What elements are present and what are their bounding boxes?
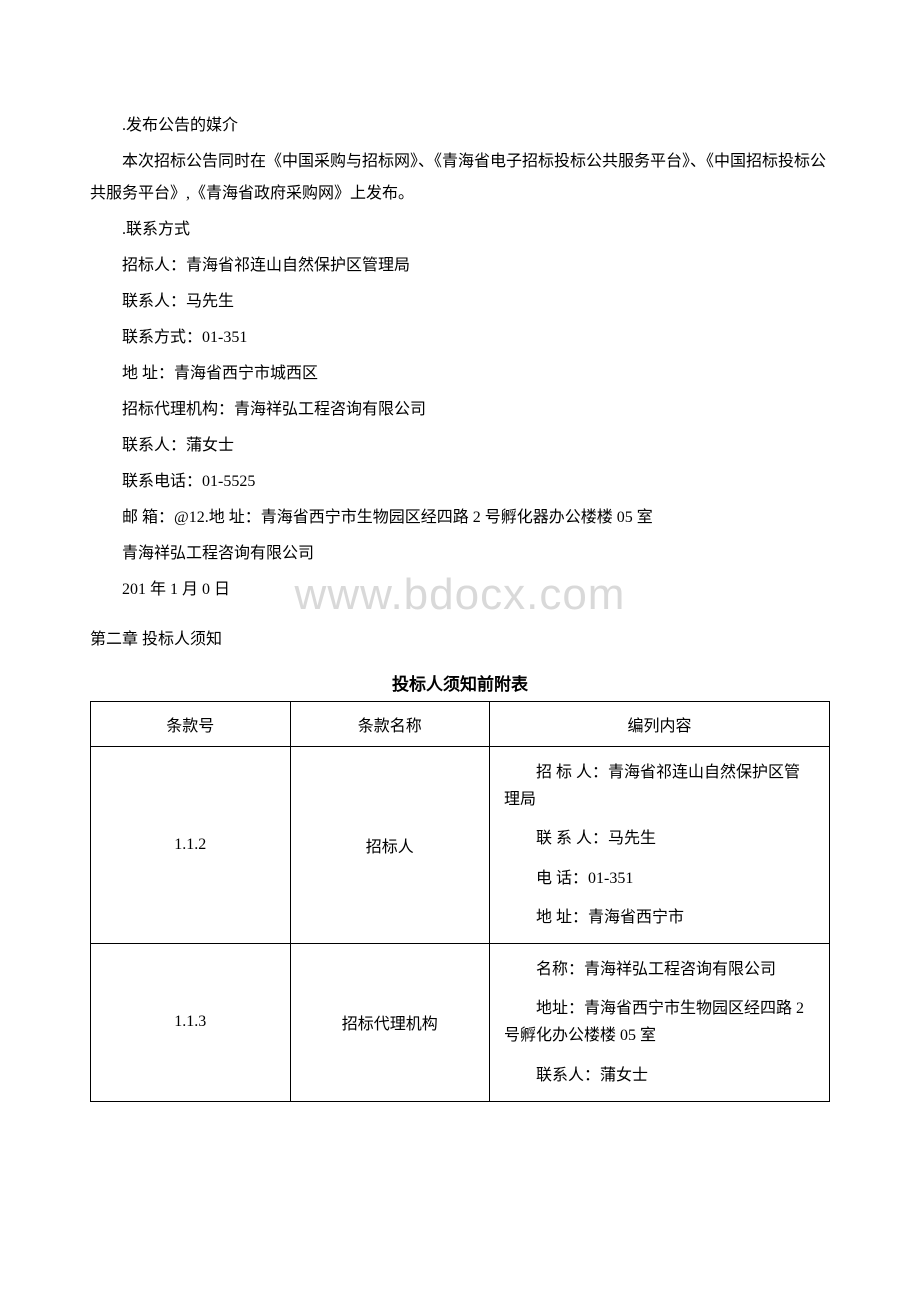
contact-line: 招标人：青海省祁连山自然保护区管理局: [90, 250, 830, 282]
table-header: 条款名称: [290, 702, 490, 747]
document-content: .发布公告的媒介 本次招标公告同时在《中国采购与招标网》、《青海省电子招标投标公…: [90, 110, 830, 1102]
media-body: 本次招标公告同时在《中国采购与招标网》、《青海省电子招标投标公共服务平台》、《中…: [90, 146, 830, 210]
cell-line: 招 标 人：青海省祁连山自然保护区管理局: [504, 759, 815, 813]
cell-line: 联系人：蒲女士: [504, 1062, 815, 1089]
media-heading: .发布公告的媒介: [90, 110, 830, 142]
table-header: 编列内容: [490, 702, 830, 747]
cell-line: 联 系 人：马先生: [504, 825, 815, 852]
cell-line: 地址：青海省西宁市生物园区经四路 2 号孵化办公楼楼 05 室: [504, 995, 815, 1049]
contact-line: 青海祥弘工程咨询有限公司: [90, 538, 830, 570]
contact-line: 联系方式：01-351: [90, 322, 830, 354]
clause-content: 招 标 人：青海省祁连山自然保护区管理局 联 系 人：马先生 电 话：01-35…: [490, 747, 830, 944]
table-row: 1.1.3 招标代理机构 名称：青海祥弘工程咨询有限公司 地址：青海省西宁市生物…: [91, 943, 830, 1101]
clause-content: 名称：青海祥弘工程咨询有限公司 地址：青海省西宁市生物园区经四路 2 号孵化办公…: [490, 943, 830, 1101]
clause-name: 招标人: [290, 747, 490, 944]
contact-line: 地 址：青海省西宁市城西区: [90, 358, 830, 390]
cell-line: 名称：青海祥弘工程咨询有限公司: [504, 956, 815, 983]
chapter2-heading: 第二章 投标人须知: [90, 624, 830, 656]
contact-line: 招标代理机构：青海祥弘工程咨询有限公司: [90, 394, 830, 426]
bidder-notice-table: 条款号 条款名称 编列内容 1.1.2 招标人 招 标 人：青海省祁连山自然保护…: [90, 701, 830, 1102]
cell-line: 电 话：01-351: [504, 865, 815, 892]
table-header: 条款号: [91, 702, 291, 747]
contact-line: 联系电话：01-5525: [90, 466, 830, 498]
table-title: 投标人须知前附表: [90, 670, 830, 695]
cell-line: 地 址：青海省西宁市: [504, 904, 815, 931]
contact-line: 201 年 1 月 0 日: [90, 574, 830, 606]
clause-number: 1.1.3: [91, 943, 291, 1101]
table-row: 1.1.2 招标人 招 标 人：青海省祁连山自然保护区管理局 联 系 人：马先生…: [91, 747, 830, 944]
table-header-row: 条款号 条款名称 编列内容: [91, 702, 830, 747]
clause-number: 1.1.2: [91, 747, 291, 944]
contact-line: 联系人：蒲女士: [90, 430, 830, 462]
contact-heading: .联系方式: [90, 214, 830, 246]
clause-name: 招标代理机构: [290, 943, 490, 1101]
contact-line: 联系人：马先生: [90, 286, 830, 318]
contact-line: 邮 箱：@12.地 址：青海省西宁市生物园区经四路 2 号孵化器办公楼楼 05 …: [90, 502, 830, 534]
